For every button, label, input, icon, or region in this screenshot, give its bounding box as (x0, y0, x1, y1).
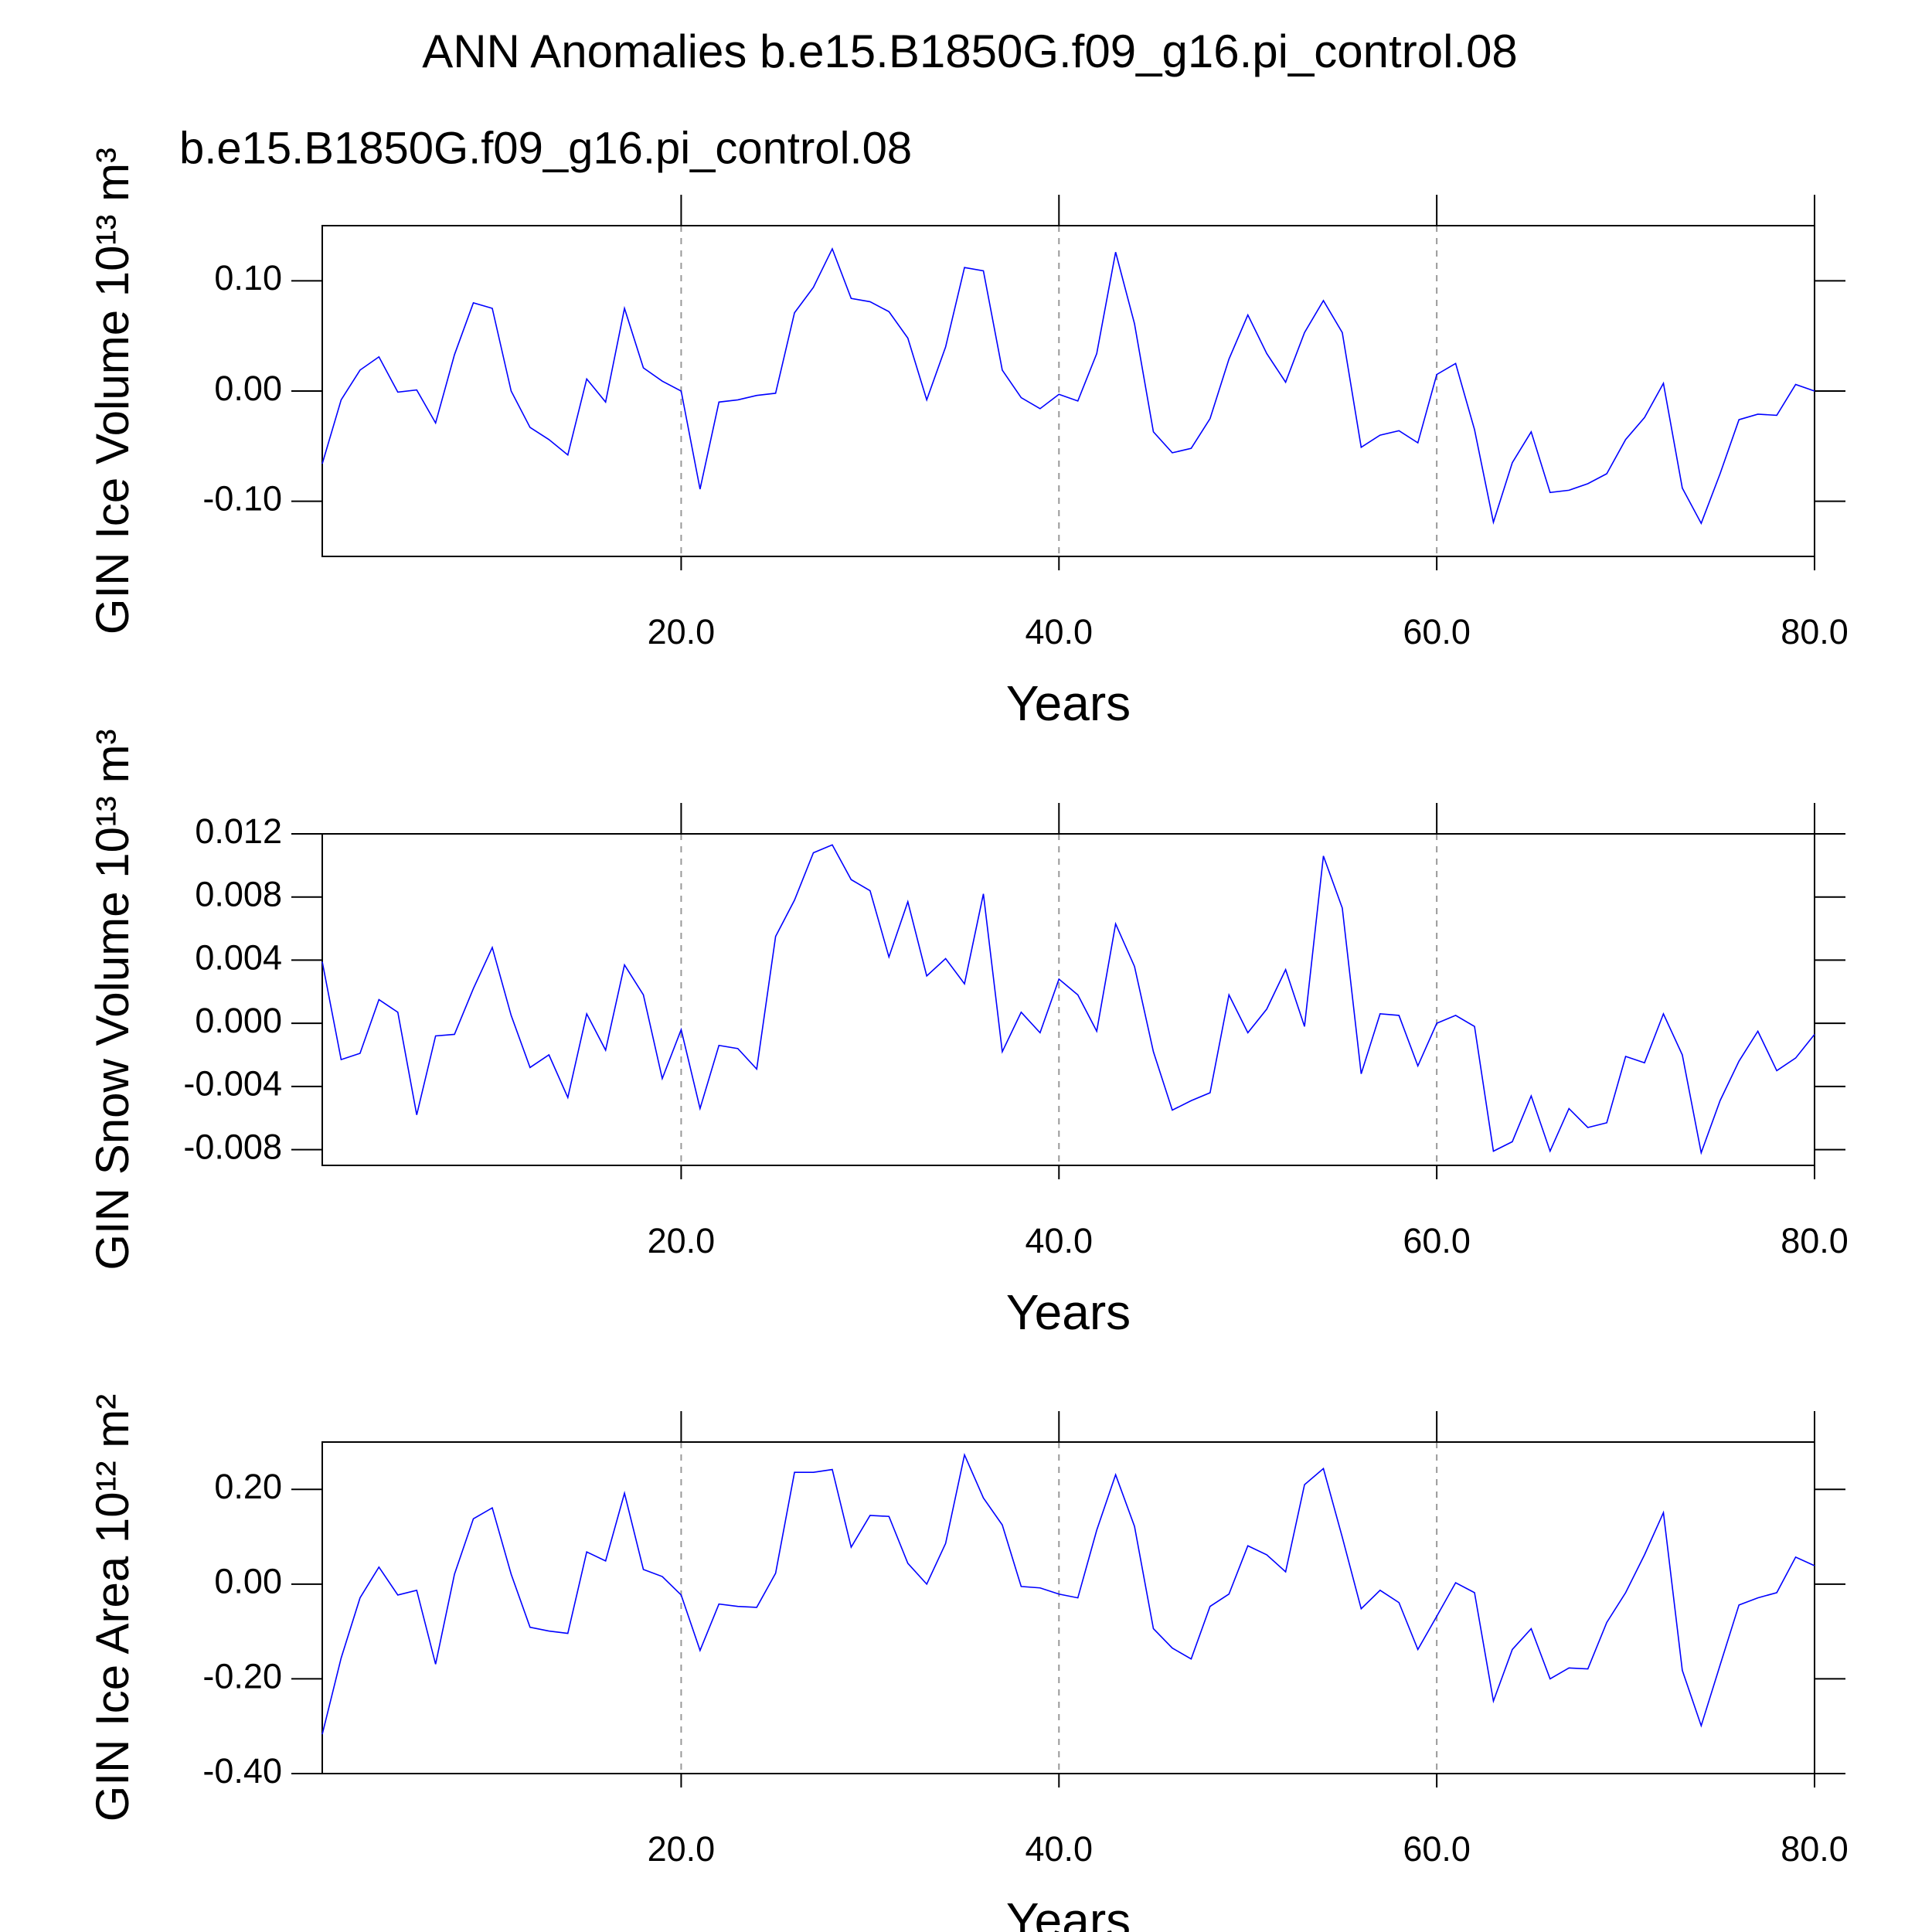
y-tick-label: 0.008 (195, 875, 282, 914)
y-tick-label: 0.000 (195, 1001, 282, 1040)
y-axis-label: GIN Snow Volume 10¹³ m³ (87, 729, 138, 1270)
plot-frame (321, 833, 1815, 1166)
plot-frame (321, 225, 1815, 557)
data-line (321, 247, 1815, 526)
y-tick-label: 0.00 (214, 369, 282, 408)
x-tick-label: 40.0 (1025, 612, 1093, 651)
y-tick-label: -0.10 (202, 479, 282, 519)
y-axis-label: GIN Ice Volume 10¹³ m³ (87, 148, 138, 634)
x-tick-label: 80.0 (1781, 612, 1849, 651)
x-tick-label: 20.0 (648, 1221, 716, 1260)
y-tick-label: -0.008 (183, 1127, 282, 1166)
chart-subtitle: b.e15.B1850G.f09_g16.pi_control.08 (179, 123, 912, 173)
chart-title: ANN Anomalies b.e15.B1850G.f09_g16.pi_co… (422, 26, 1518, 77)
y-axis-label: GIN Ice Area 10¹² m² (87, 1394, 138, 1821)
x-tick-label: 60.0 (1403, 1829, 1471, 1869)
x-tick-label: 80.0 (1781, 1221, 1849, 1260)
data-line (321, 1452, 1815, 1735)
x-tick-label: 20.0 (648, 1829, 716, 1869)
x-tick-label: 60.0 (1403, 1221, 1471, 1260)
x-tick-label: 40.0 (1025, 1221, 1093, 1260)
x-axis-label: Years (1006, 1893, 1131, 1932)
data-line (321, 844, 1815, 1155)
y-tick-label: -0.20 (202, 1656, 282, 1696)
x-tick-label: 40.0 (1025, 1829, 1093, 1869)
y-tick-label: 0.004 (195, 937, 282, 977)
y-tick-label: 0.012 (195, 811, 282, 851)
y-tick-label: 0.00 (214, 1562, 282, 1601)
y-tick-label: -0.004 (183, 1064, 282, 1104)
x-tick-label: 60.0 (1403, 612, 1471, 651)
y-tick-label: -0.40 (202, 1751, 282, 1791)
plot-frame (321, 1441, 1815, 1774)
x-tick-label: 80.0 (1781, 1829, 1849, 1869)
x-axis-label: Years (1006, 1284, 1131, 1340)
y-tick-label: 0.20 (214, 1467, 282, 1506)
x-tick-label: 20.0 (648, 612, 716, 651)
x-axis-label: Years (1006, 675, 1131, 731)
y-tick-label: 0.10 (214, 258, 282, 298)
